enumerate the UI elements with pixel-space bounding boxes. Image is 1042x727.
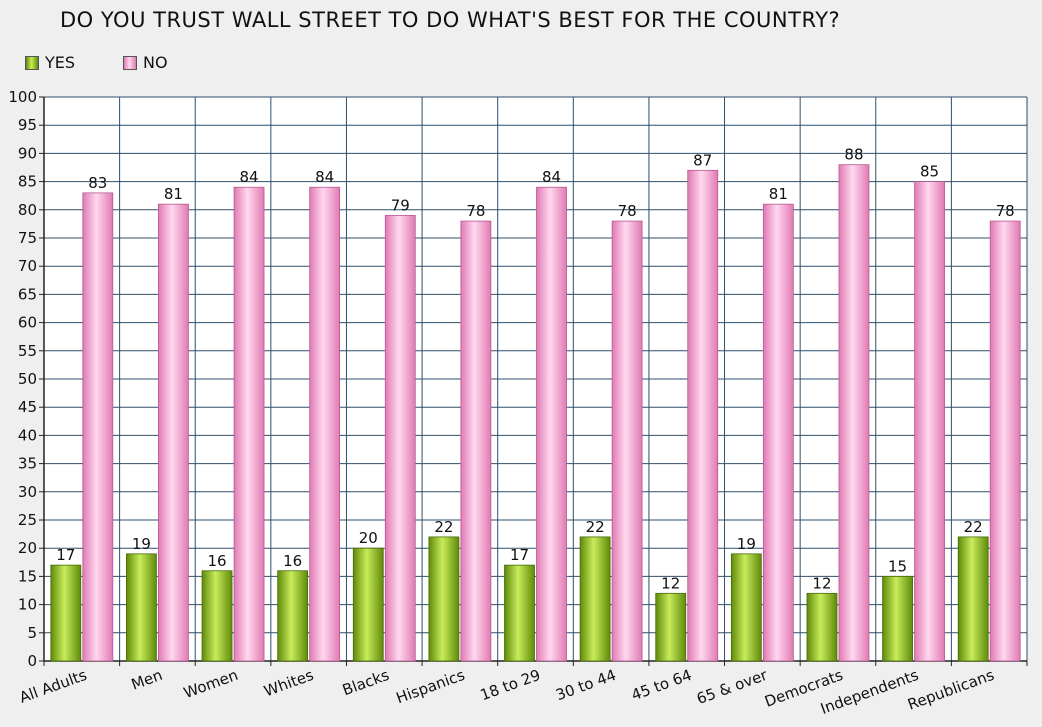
bar-no [309,186,341,662]
bar-yes [579,536,611,662]
data-label-no: 84 [542,168,561,186]
y-tick-label: 50 [18,370,37,388]
data-label-no: 83 [88,174,107,192]
bar-no [838,164,870,662]
category-label: Hispanics [394,666,468,708]
y-tick-label: 70 [18,257,37,275]
data-label-yes: 15 [888,557,907,575]
bar-no [536,186,567,662]
y-tick-label: 0 [27,652,37,670]
category-label: 30 to 44 [553,666,618,704]
data-label-yes: 20 [359,529,378,547]
bar-yes [126,553,157,662]
bar-no [989,220,1021,662]
y-tick-label: 30 [18,483,37,501]
bar-no [233,186,265,662]
y-tick-label: 5 [27,624,37,642]
bar-yes [957,536,989,662]
bar-yes [806,592,838,662]
data-label-no: 87 [693,151,712,169]
data-label-yes: 19 [132,535,151,553]
bar-no [82,192,114,662]
bar-yes [50,564,82,662]
y-tick-label: 65 [18,285,37,303]
data-label-no: 81 [769,185,788,203]
category-label: 45 to 64 [629,666,694,704]
y-tick-label: 20 [18,539,37,557]
data-label-yes: 17 [56,546,75,564]
category-label: All Adults [17,666,89,707]
bar-no [914,181,945,662]
bar-yes [428,536,460,662]
bar-yes [730,553,762,662]
bar-yes [504,564,535,662]
category-label: 65 & over [694,666,770,708]
bar-yes [882,576,913,662]
y-tick-label: 100 [8,88,37,106]
legend-label-no: NO [143,53,168,72]
category-label: Blacks [340,666,392,700]
y-tick-label: 75 [18,229,37,247]
category-label: Republicans [905,666,996,714]
y-tick-label: 45 [18,398,37,416]
y-tick-label: 25 [18,511,37,529]
y-tick-label: 60 [18,314,37,332]
bar-yes [201,570,233,662]
data-label-no: 78 [466,202,485,220]
bar-no [460,220,492,662]
legend-swatch-yes [25,55,39,70]
bar-no [762,203,794,662]
bar-yes [352,547,384,662]
data-label-yes: 22 [964,518,983,536]
y-tick-label: 15 [18,567,37,585]
bar-no [384,215,416,662]
y-tick-label: 90 [18,144,37,162]
bar-no [687,169,719,662]
data-label-yes: 16 [207,552,226,570]
category-label: Whites [262,666,317,701]
data-label-yes: 17 [510,546,529,564]
data-label-no: 84 [239,168,258,186]
data-label-yes: 22 [434,518,453,536]
chart-title: DO YOU TRUST WALL STREET TO DO WHAT'S BE… [60,8,841,32]
category-label: 18 to 29 [478,666,543,704]
legend-label-yes: YES [45,53,76,72]
category-label: Men [129,666,165,694]
data-label-no: 78 [618,202,637,220]
y-tick-label: 95 [18,116,37,134]
bar-yes [277,570,309,662]
bar-no [611,220,643,662]
data-label-yes: 16 [283,552,302,570]
y-tick-label: 10 [18,596,37,614]
data-label-yes: 12 [661,574,680,592]
data-label-no: 88 [844,146,863,164]
y-tick-label: 35 [18,455,37,473]
y-tick-label: 85 [18,173,37,191]
data-label-yes: 22 [586,518,605,536]
data-label-no: 78 [996,202,1015,220]
data-label-yes: 12 [812,574,831,592]
legend-item-yes: YES [25,53,75,72]
legend-item-no: NO [123,53,168,72]
y-tick-label: 80 [18,201,37,219]
legend-swatch-no [123,55,137,70]
category-label: Women [181,666,240,702]
data-label-yes: 19 [737,535,756,553]
bar-yes [655,592,687,662]
bar-no [158,203,189,662]
data-label-no: 79 [391,196,410,214]
data-label-no: 84 [315,168,334,186]
data-label-no: 81 [164,185,183,203]
y-tick-label: 55 [18,342,37,360]
y-tick-label: 40 [18,426,37,444]
data-label-no: 85 [920,163,939,181]
